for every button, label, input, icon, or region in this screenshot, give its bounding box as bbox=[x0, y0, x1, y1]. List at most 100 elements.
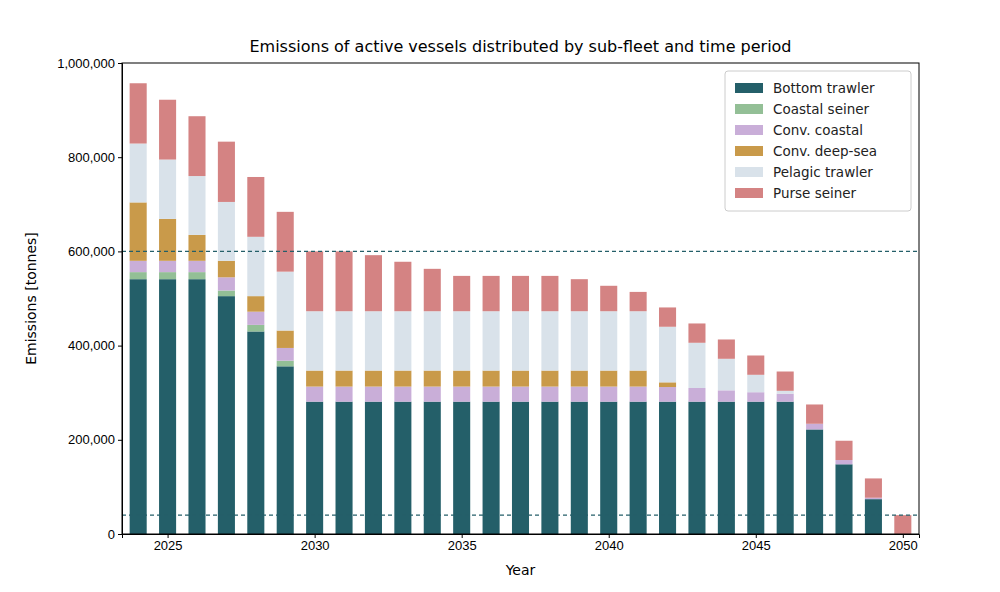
bar bbox=[453, 402, 470, 534]
bar bbox=[630, 371, 647, 387]
y-tick-label: 400,000 bbox=[68, 338, 115, 353]
bar bbox=[865, 499, 882, 534]
bar bbox=[483, 276, 500, 311]
x-tick-label: 2040 bbox=[595, 538, 624, 553]
bar bbox=[247, 325, 264, 332]
legend-item: Coastal seiner bbox=[735, 101, 870, 117]
y-axis-line bbox=[118, 64, 123, 535]
bar bbox=[453, 371, 470, 387]
series-bars bbox=[130, 202, 676, 387]
bar bbox=[777, 391, 794, 394]
bar bbox=[806, 424, 823, 430]
bar bbox=[512, 387, 529, 402]
series-bars bbox=[130, 261, 882, 499]
bar bbox=[365, 311, 382, 370]
y-tick-mark bbox=[118, 63, 122, 64]
bar bbox=[688, 343, 705, 388]
bar bbox=[688, 388, 705, 402]
series-bars bbox=[130, 272, 294, 366]
bar bbox=[424, 371, 441, 387]
bar bbox=[306, 311, 323, 370]
bar bbox=[806, 404, 823, 423]
bar bbox=[306, 387, 323, 402]
bar bbox=[894, 515, 911, 534]
bar bbox=[777, 402, 794, 534]
bar bbox=[718, 339, 735, 358]
y-tick-label: 800,000 bbox=[68, 150, 115, 165]
bar bbox=[159, 279, 176, 534]
legend-item: Bottom trawler bbox=[735, 80, 875, 96]
bar bbox=[600, 371, 617, 387]
legend: Bottom trawlerCoastal seinerConv. coasta… bbox=[725, 71, 911, 211]
bar bbox=[512, 276, 529, 311]
x-tick-label: 2030 bbox=[301, 538, 330, 553]
y-tick: 0 bbox=[108, 527, 122, 542]
bar bbox=[630, 387, 647, 402]
bar bbox=[512, 311, 529, 370]
bar bbox=[336, 387, 353, 402]
legend-swatch bbox=[735, 125, 763, 135]
bar bbox=[424, 269, 441, 311]
bar bbox=[394, 402, 411, 534]
legend-box bbox=[725, 71, 911, 211]
bar bbox=[600, 286, 617, 311]
bar bbox=[277, 272, 294, 331]
y-tick: 800,000 bbox=[68, 150, 122, 165]
y-tick-mark bbox=[118, 157, 122, 158]
legend-item: Purse seiner bbox=[735, 185, 857, 201]
bar bbox=[835, 460, 852, 464]
y-tick-mark bbox=[118, 440, 122, 441]
bar bbox=[247, 296, 264, 312]
y-tick-mark bbox=[118, 346, 122, 347]
series-bars bbox=[130, 279, 882, 534]
bar bbox=[541, 371, 558, 387]
bar bbox=[394, 387, 411, 402]
bar bbox=[571, 279, 588, 311]
bar bbox=[453, 276, 470, 311]
bar bbox=[218, 290, 235, 296]
x-tick: 2040 bbox=[595, 534, 624, 553]
bar bbox=[394, 262, 411, 311]
bar bbox=[130, 202, 147, 260]
x-axis: 2025 2030 2035 2040 2045 2050 bbox=[123, 534, 920, 553]
bar bbox=[336, 311, 353, 370]
bar bbox=[806, 429, 823, 534]
bar bbox=[365, 371, 382, 387]
y-axis-title: Emissions [tonnes] bbox=[23, 232, 39, 365]
y-tick-mark bbox=[118, 534, 122, 535]
bar bbox=[277, 212, 294, 272]
bar bbox=[600, 387, 617, 402]
bar bbox=[218, 261, 235, 277]
bar bbox=[394, 371, 411, 387]
bar bbox=[130, 83, 147, 143]
bar bbox=[600, 311, 617, 370]
y-tick-label: 1,000,000 bbox=[57, 56, 115, 71]
bar bbox=[718, 402, 735, 534]
bar bbox=[777, 372, 794, 391]
bar bbox=[600, 402, 617, 534]
bar bbox=[512, 402, 529, 534]
x-tick-label: 2025 bbox=[154, 538, 183, 553]
x-tick: 2045 bbox=[742, 534, 771, 553]
legend-swatch bbox=[735, 146, 763, 156]
reference-line bbox=[122, 515, 919, 516]
bar bbox=[571, 387, 588, 402]
x-tick-label: 2035 bbox=[448, 538, 477, 553]
legend-label: Bottom trawler bbox=[773, 80, 875, 96]
y-tick-label: 600,000 bbox=[68, 244, 115, 259]
bar bbox=[159, 272, 176, 279]
y-tick-label: 200,000 bbox=[68, 432, 115, 447]
bar bbox=[747, 375, 764, 392]
bar bbox=[306, 251, 323, 311]
x-tick: 2050 bbox=[889, 534, 918, 553]
plot: 0 200,000 400,000 600,000 800,000 1,000,000 20… bbox=[57, 56, 919, 554]
bar bbox=[865, 499, 882, 500]
x-tick: 2035 bbox=[448, 534, 477, 553]
bar bbox=[659, 387, 676, 402]
bar bbox=[659, 307, 676, 326]
legend-label: Conv. deep-sea bbox=[773, 143, 877, 159]
bar bbox=[541, 311, 558, 370]
y-tick-mark bbox=[118, 251, 122, 252]
bar bbox=[277, 331, 294, 348]
legend-swatch bbox=[735, 167, 763, 177]
